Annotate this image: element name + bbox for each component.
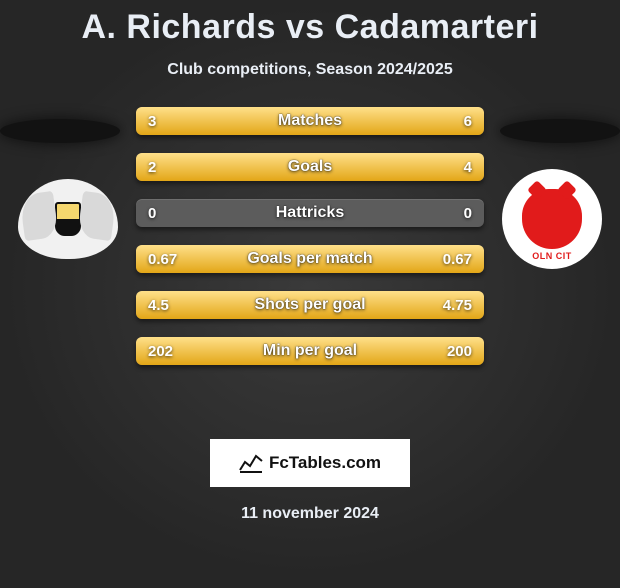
stat-fill-left	[136, 245, 310, 273]
stat-fill-left	[136, 291, 303, 319]
stat-value-right: 0	[452, 199, 484, 227]
stat-row: 0.670.67Goals per match	[136, 245, 484, 273]
fctables-logo: FcTables.com	[210, 439, 410, 487]
team-crest-left	[18, 169, 118, 269]
page-title: A. Richards vs Cadamarteri	[0, 8, 620, 47]
stat-value-left: 0	[136, 199, 168, 227]
crest-shadow-right	[500, 119, 620, 143]
fctables-logo-text: FcTables.com	[269, 453, 381, 473]
page-subtitle: Club competitions, Season 2024/2025	[0, 61, 620, 79]
stat-row: 0 0Hattricks	[136, 199, 484, 227]
stat-row: 36Matches	[136, 107, 484, 135]
stat-fill-right	[303, 291, 484, 319]
stat-fill-right	[310, 245, 484, 273]
stat-fill-left	[136, 153, 251, 181]
stat-label: Hattricks	[136, 199, 484, 227]
footer-date: 11 november 2024	[0, 505, 620, 523]
stat-row: 202200Min per goal	[136, 337, 484, 365]
stat-fill-left	[136, 107, 251, 135]
stat-row: 4.54.75Shots per goal	[136, 291, 484, 319]
stat-fill-right	[251, 107, 484, 135]
stat-fill-right	[310, 337, 484, 365]
fctables-logo-icon	[239, 452, 263, 474]
comparison-panel: OLN CIT 36Matches 24Goals 0 0Hattricks 0.670…	[0, 107, 620, 407]
stat-fill-right	[251, 153, 484, 181]
stat-fill-left	[136, 337, 310, 365]
team-crest-right: OLN CIT	[502, 169, 602, 269]
stat-bars: 36Matches 24Goals 0 0Hattricks 0.670.67Goals…	[136, 107, 484, 383]
stat-row: 24Goals	[136, 153, 484, 181]
crest-shadow-left	[0, 119, 120, 143]
